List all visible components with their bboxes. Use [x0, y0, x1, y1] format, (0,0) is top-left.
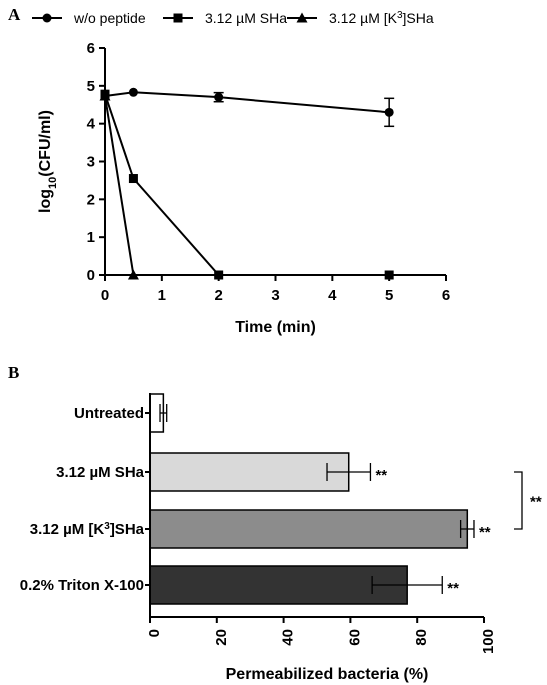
- x-tick-label: 100: [480, 629, 497, 654]
- legend-marker: [42, 13, 52, 23]
- data-point: [99, 90, 111, 101]
- legend-marker: [173, 13, 183, 23]
- series-line: [104, 95, 135, 276]
- x-tick-label: 5: [385, 287, 393, 304]
- legend-label: w/o peptide: [73, 10, 146, 26]
- x-tick-label: 1: [158, 287, 166, 304]
- panel-b-label: B: [8, 363, 19, 382]
- bar: [149, 565, 408, 605]
- x-tick-label: 3: [271, 287, 279, 304]
- x-tick-label: 20: [213, 629, 230, 646]
- x-tick-label: 6: [442, 287, 450, 304]
- data-point: [214, 270, 224, 280]
- y-tick-label: 6: [87, 40, 95, 57]
- significance-label: **: [375, 467, 387, 484]
- bracket-label: **: [530, 494, 542, 511]
- category-label: 3.12 µM SHa: [56, 464, 145, 481]
- data-point: [384, 107, 394, 117]
- legend-label: 3.12 µM SHa: [205, 10, 287, 26]
- significance-label: **: [447, 580, 459, 597]
- x-tick-label: 4: [328, 287, 337, 304]
- x-axis-title: Time (min): [235, 319, 316, 336]
- data-point: [214, 92, 224, 102]
- panel-a-label: A: [8, 5, 21, 24]
- significance-bracket: [514, 471, 523, 530]
- x-tick-label: 60: [346, 629, 363, 646]
- series-line: [104, 91, 390, 114]
- y-tick-label: 4: [87, 116, 96, 133]
- x-tick-label: 80: [413, 629, 430, 646]
- category-label: 3.12 µM [K3]SHa: [30, 521, 145, 539]
- legend-marker: [296, 12, 308, 23]
- data-point: [128, 174, 138, 184]
- y-tick-label: 5: [87, 78, 95, 95]
- x-tick-label: 40: [280, 629, 297, 646]
- x-tick-label: 0: [101, 287, 109, 304]
- y-tick-label: 2: [87, 191, 95, 208]
- category-label: Untreated: [74, 405, 144, 422]
- series-line: [104, 93, 390, 276]
- data-point: [384, 270, 394, 280]
- category-label: 0.2% Triton X-100: [20, 577, 144, 594]
- bar-chart-b: Untreated ** 3.12 µM SHa ** 3.12 µM [K3]SHa *…: [20, 393, 542, 683]
- significance-label: **: [479, 524, 491, 541]
- line-chart-a: 0 1 2 3 4 5 6 0 1 2 3 4 5 6 Time (min) log10(CFU/ml): [37, 40, 450, 336]
- legend-label: 3.12 µM [K3]SHa: [329, 10, 434, 27]
- x-tick-label: 2: [214, 287, 222, 304]
- y-tick-label: 1: [87, 229, 95, 246]
- y-axis-title: log10(CFU/ml): [37, 110, 59, 213]
- data-point: [128, 87, 138, 97]
- bar: [149, 509, 469, 549]
- legend-a: w/o peptide 3.12 µM SHa 3.12 µM [K3]SHa: [32, 10, 434, 27]
- y-tick-label: 0: [87, 267, 95, 284]
- x-tick-label: 0: [146, 629, 163, 637]
- x-axis-title: Permeabilized bacteria (%): [226, 666, 429, 683]
- bar: [149, 452, 350, 492]
- data-point: [127, 269, 139, 280]
- y-tick-label: 3: [87, 154, 95, 171]
